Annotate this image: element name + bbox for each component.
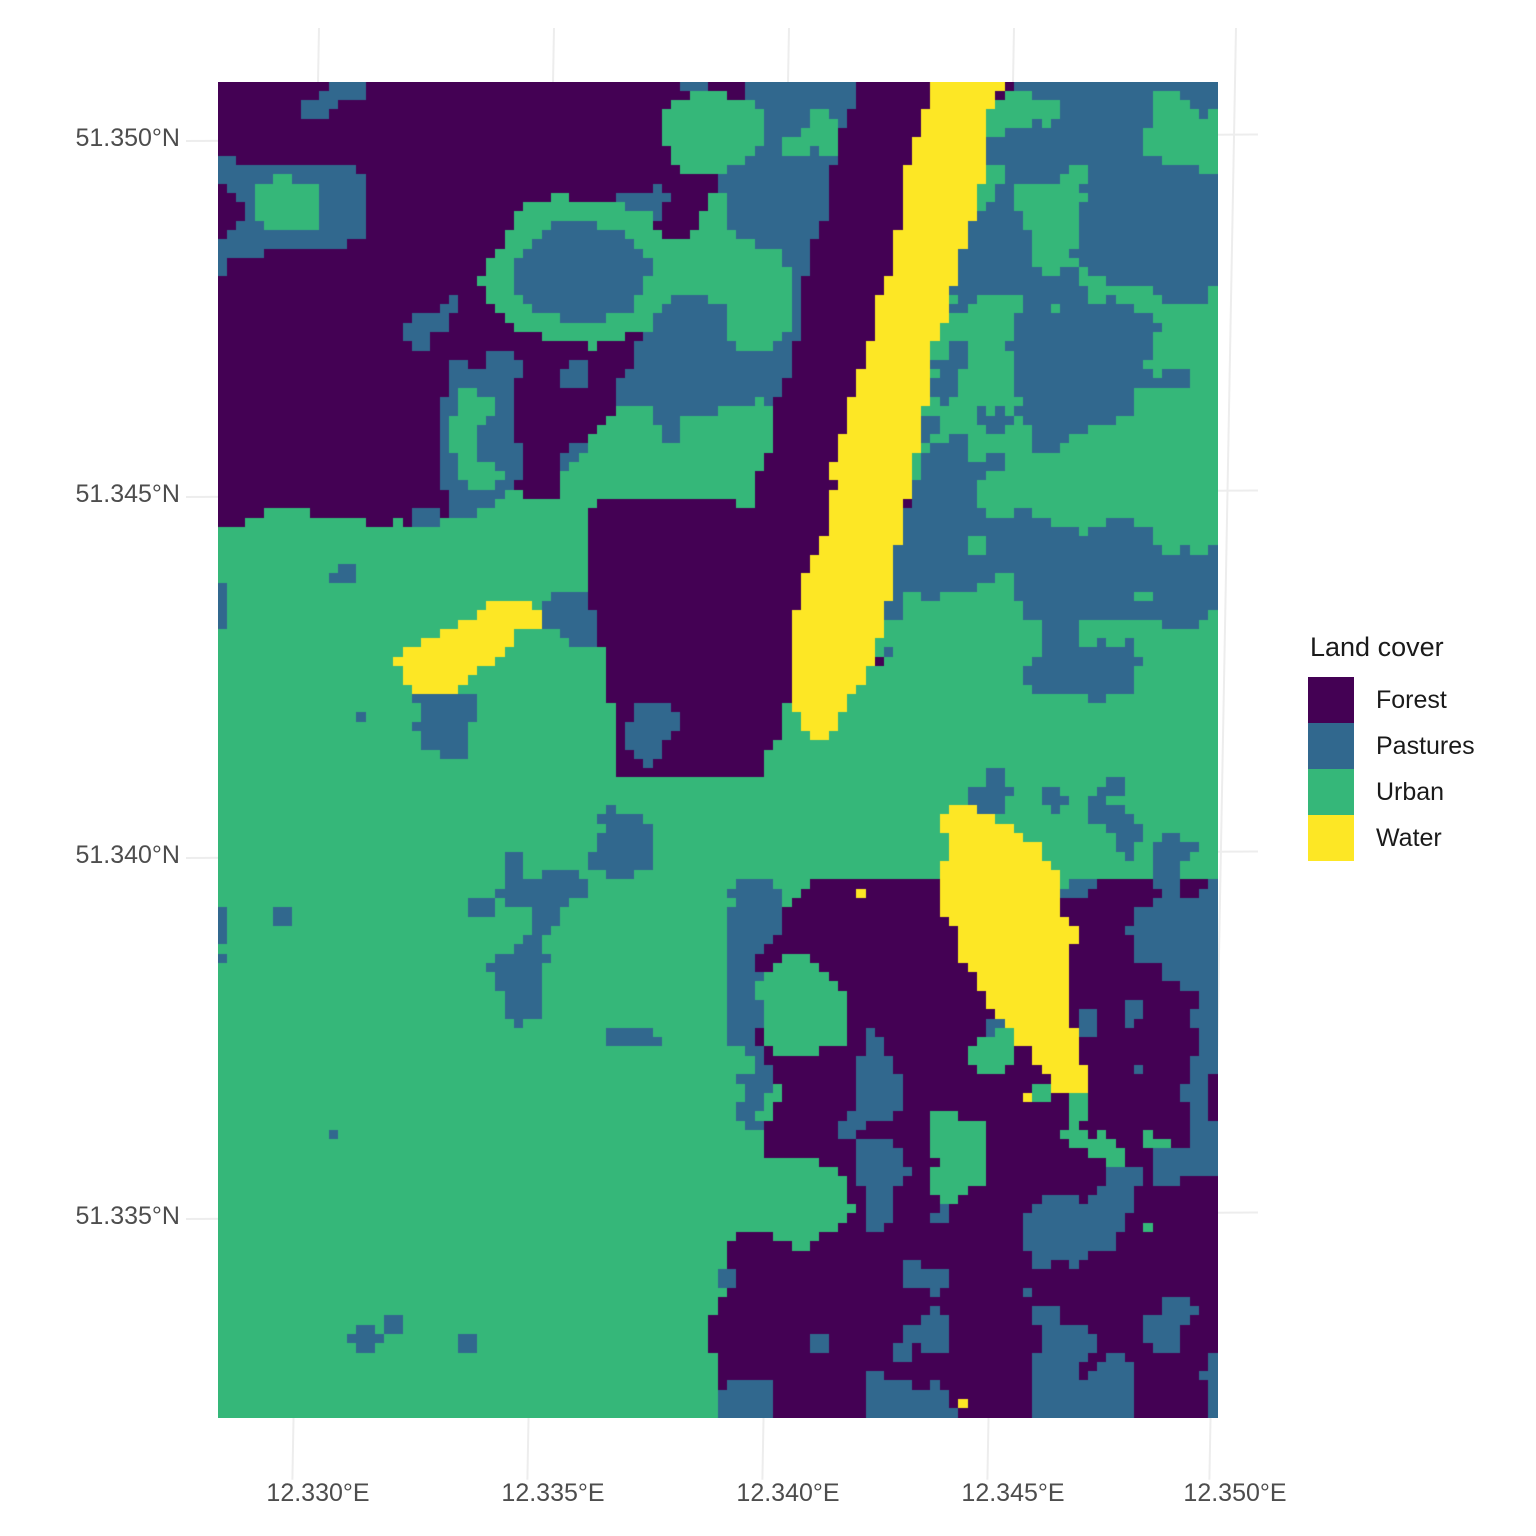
legend-item-water[interactable]: Water — [1308, 815, 1523, 861]
y-axis-tick-label: 51.335°N — [75, 1202, 180, 1230]
x-axis-tick-label: 12.340°E — [736, 1479, 840, 1507]
legend-key-water — [1308, 815, 1354, 861]
x-axis-tick-label: 12.350°E — [1183, 1479, 1287, 1507]
legend-key-pastures — [1308, 723, 1354, 769]
legend: Land cover Forest Pastures Urban Water — [1308, 632, 1523, 861]
land-cover-raster — [218, 82, 1218, 1418]
x-axis-tick-label: 12.330°E — [266, 1479, 370, 1507]
legend-items: Forest Pastures Urban Water — [1308, 677, 1523, 861]
x-axis-tick-label: 12.345°E — [961, 1479, 1065, 1507]
map-panel[interactable] — [218, 82, 1218, 1418]
legend-key-forest — [1308, 677, 1354, 723]
legend-label: Water — [1376, 823, 1442, 852]
legend-item-urban[interactable]: Urban — [1308, 769, 1523, 815]
y-axis-tick-label: 51.350°N — [75, 124, 180, 152]
legend-key-urban — [1308, 769, 1354, 815]
x-axis-tick-label: 12.335°E — [501, 1479, 605, 1507]
legend-title: Land cover — [1310, 632, 1444, 662]
legend-item-pastures[interactable]: Pastures — [1308, 723, 1523, 769]
legend-label: Pastures — [1376, 731, 1475, 760]
legend-label: Forest — [1376, 685, 1447, 714]
y-axis-tick-label: 51.345°N — [75, 480, 180, 508]
legend-label: Urban — [1376, 777, 1445, 806]
y-axis-tick-label: 51.340°N — [75, 841, 180, 869]
legend-item-forest[interactable]: Forest — [1308, 677, 1523, 723]
